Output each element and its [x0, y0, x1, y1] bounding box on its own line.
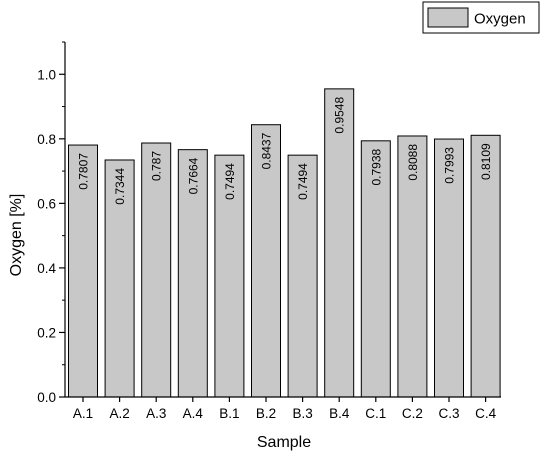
data-label: 0.7993	[443, 147, 457, 184]
x-tick-label: B.2	[256, 406, 276, 421]
x-tick-label: C.1	[365, 406, 386, 421]
x-tick-label: A.2	[109, 406, 129, 421]
data-label: 0.8437	[260, 132, 274, 169]
bar-c-2	[397, 135, 428, 398]
y-tick-label: 0.6	[37, 196, 56, 211]
data-label: 0.8109	[479, 143, 493, 180]
x-tick-label: C.3	[438, 406, 459, 421]
data-label: 0.7494	[223, 163, 237, 200]
y-tick-label: 0.8	[37, 132, 56, 147]
x-tick-label: A.4	[183, 406, 204, 421]
bar-a-2	[104, 159, 135, 398]
data-label: 0.787	[150, 151, 164, 181]
y-axis-label: Oxygen [%]	[8, 194, 25, 277]
data-label: 0.7664	[186, 157, 200, 194]
bar-c-4	[470, 134, 501, 398]
x-tick-label: B.4	[329, 406, 350, 421]
x-tick-label: C.4	[475, 406, 497, 421]
x-tick-label: A.1	[73, 406, 93, 421]
data-label: 0.7344	[113, 168, 127, 205]
data-label: 0.7807	[77, 153, 91, 190]
legend: Oxygen	[422, 1, 540, 34]
x-axis-label: Sample	[257, 434, 311, 451]
bar-b-1	[214, 154, 245, 398]
legend-label: Oxygen	[474, 11, 526, 28]
data-label: 0.7938	[369, 148, 383, 185]
bar-c-3	[434, 138, 464, 398]
data-label: 0.8088	[406, 144, 420, 181]
bar-a-1	[68, 144, 98, 398]
data-label: 0.9548	[333, 97, 347, 134]
bar-b-3	[287, 154, 318, 398]
y-tick-label: 1.0	[37, 67, 56, 82]
y-tick-label: 0.4	[37, 261, 56, 276]
x-tick-label: B.1	[219, 406, 239, 421]
bar-b-4	[324, 88, 355, 398]
y-tick-label: 0.0	[37, 390, 56, 405]
y-tick-label: 0.2	[37, 325, 56, 340]
x-tick-label: B.3	[292, 406, 312, 421]
x-tick-label: C.2	[402, 406, 423, 421]
bar-a-3	[141, 142, 172, 398]
x-tick-label: A.3	[146, 406, 166, 421]
data-label: 0.7494	[296, 163, 310, 200]
legend-swatch	[427, 7, 469, 28]
